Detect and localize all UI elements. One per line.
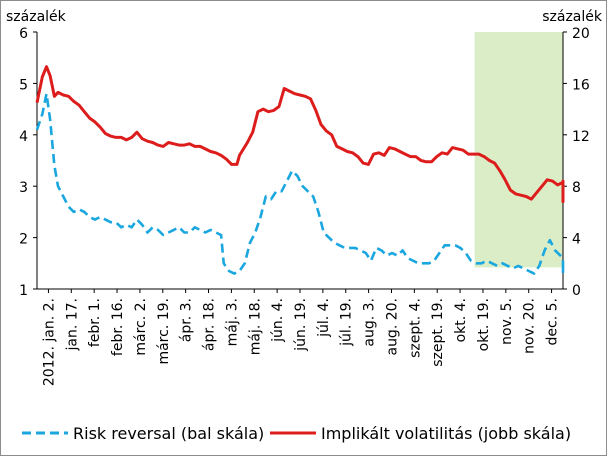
x-axis-tick-label: aug. 3. — [362, 298, 378, 347]
x-axis-tick-label: szept. 19. — [430, 298, 446, 367]
left-axis-tick-label: 1 — [19, 283, 28, 299]
right-axis-tick-label: 8 — [572, 180, 581, 196]
left-axis-tick-label: 2 — [19, 232, 28, 248]
left-axis-tick-label: 6 — [19, 26, 28, 42]
x-axis-tick-label: febr. 1. — [87, 298, 103, 347]
x-axis-tick-label: márc. 19. — [156, 298, 172, 365]
left-axis-tick-label: 3 — [19, 180, 28, 196]
legend: Risk reversal (bal skála) Implikált volat… — [22, 424, 571, 443]
x-axis-tick-label: nov. 5. — [499, 298, 515, 345]
x-axis-tick-label: jún. 4. — [270, 298, 286, 343]
shaded-period — [474, 32, 563, 268]
x-axis-tick-label: 2012. jan. 2. — [41, 298, 57, 386]
x-axis-tick-label: okt. 19. — [476, 298, 492, 351]
x-axis-tick-label: dec. 5. — [545, 298, 561, 345]
x-axis-tick-label: ápr. 3. — [179, 298, 195, 342]
right-axis-tick-label: 12 — [572, 129, 590, 145]
left-axis-tick-label: 4 — [19, 129, 28, 145]
x-axis-tick-label: ápr. 18. — [202, 298, 218, 351]
x-axis-tick-label: júl. 19. — [339, 298, 355, 347]
legend-label-implied-volatility: Implikált volatilitás (jobb skála) — [321, 424, 571, 443]
x-axis-tick-label: jan. 17. — [64, 298, 80, 352]
x-axis-tick-label: aug. 20. — [384, 298, 400, 356]
left-axis-tick-label: 5 — [19, 77, 28, 93]
x-axis-tick-label: okt. 4. — [453, 298, 469, 342]
risk-reversal-line — [35, 92, 565, 275]
x-axis-tick-label: máj. 3. — [224, 298, 240, 346]
legend-label-risk-reversal: Risk reversal (bal skála) — [73, 424, 264, 443]
x-axis-tick-label: jún. 19. — [293, 298, 309, 352]
x-axis-tick-label: febr. 16. — [110, 298, 126, 356]
x-axis-tick-label: máj. 18. — [247, 298, 263, 355]
series-layer — [35, 65, 565, 275]
x-axis-tick-label: szept. 4. — [407, 298, 423, 358]
x-axis-tick-label: júl. 4. — [316, 298, 332, 338]
right-axis-tick-label: 0 — [572, 283, 581, 299]
right-axis-tick-label: 4 — [572, 232, 581, 248]
x-axis-tick-label: nov. 20. — [522, 298, 538, 354]
right-axis-tick-label: 16 — [572, 77, 590, 93]
shaded-region-layer — [474, 32, 563, 268]
x-axis-tick-label: márc. 2. — [133, 298, 149, 356]
left-axis-unit-label: százalék — [6, 9, 67, 25]
right-axis-unit-label: százalék — [542, 9, 603, 25]
x-tick-labels: 2012. jan. 2. jan. 17. febr. 1. febr. 16. má… — [41, 289, 561, 386]
right-axis-tick-label: 20 — [572, 26, 590, 42]
implied-volatility-line — [35, 65, 565, 204]
